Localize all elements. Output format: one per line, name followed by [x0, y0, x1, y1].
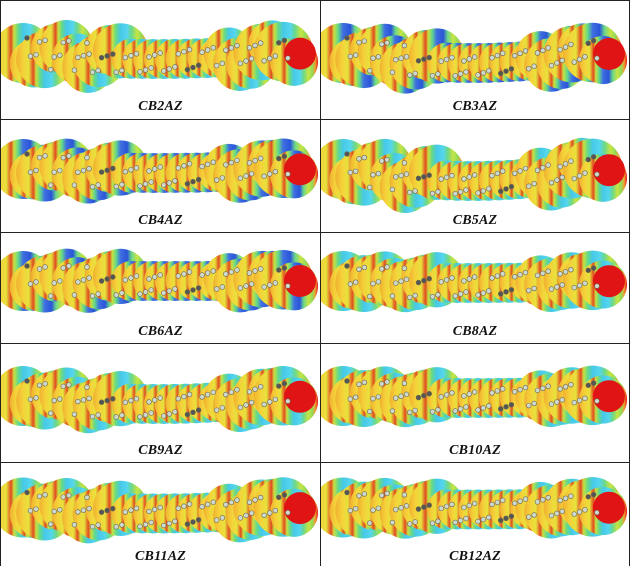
molecule-surface — [321, 365, 628, 428]
atom-dots — [344, 378, 600, 416]
panel-cb3az: CB3AZ — [321, 1, 629, 119]
table-rule — [0, 232, 630, 233]
atom-dots — [344, 35, 600, 79]
table-rule — [0, 343, 630, 344]
panel-label: CB8AZ — [452, 324, 498, 339]
panel-label: CB9AZ — [138, 443, 183, 458]
atom-dots — [24, 489, 291, 530]
panel-cb5az: CB5AZ — [321, 120, 629, 232]
panel-cb12az: CB12AZ — [321, 463, 629, 566]
molecule-surface — [321, 477, 628, 539]
panel-label: CB3AZ — [452, 99, 498, 114]
atom-dots — [24, 35, 291, 75]
molecule-surface — [1, 477, 319, 544]
atom-dots — [344, 489, 600, 527]
table-rule — [0, 0, 630, 1]
esp-map-image — [321, 365, 628, 428]
molecule-surface — [1, 248, 319, 313]
atom-dots — [344, 263, 600, 301]
esp-map-image — [321, 137, 628, 214]
panel-cb11az: CB11AZ — [1, 463, 320, 566]
esp-map-image — [321, 477, 628, 539]
molecule-surface — [321, 250, 628, 313]
esp-map-image — [321, 22, 628, 94]
panel-cb4az: CB4AZ — [1, 120, 320, 232]
panel-label: CB10AZ — [449, 443, 501, 458]
panel-cb9az: CB9AZ — [1, 344, 320, 462]
panel-cb8az: CB8AZ — [321, 233, 629, 343]
molecule-surface — [1, 138, 319, 204]
panel-label: CB12AZ — [449, 549, 501, 564]
esp-map-image — [1, 477, 319, 544]
panel-label: CB2AZ — [138, 99, 183, 114]
atom-dots — [24, 151, 291, 190]
panel-cb10az: CB10AZ — [321, 344, 629, 462]
panel-label: CB5AZ — [452, 213, 498, 228]
atom-dots — [24, 263, 291, 299]
esp-map-image — [321, 250, 628, 313]
panel-label: CB4AZ — [138, 213, 183, 228]
esp-map-image — [1, 365, 319, 434]
panel-label: CB6AZ — [138, 324, 183, 339]
panel-label: CB11AZ — [135, 549, 186, 564]
panel-cb2az: CB2AZ — [1, 1, 320, 119]
esp-map-image — [1, 138, 319, 204]
table-rule — [0, 462, 630, 463]
atom-dots — [24, 378, 291, 420]
atom-dots — [344, 151, 600, 197]
panel-cb6az: CB6AZ — [1, 233, 320, 343]
table-rule — [0, 119, 630, 120]
esp-map-image — [1, 20, 319, 93]
esp-map-image — [1, 248, 319, 313]
